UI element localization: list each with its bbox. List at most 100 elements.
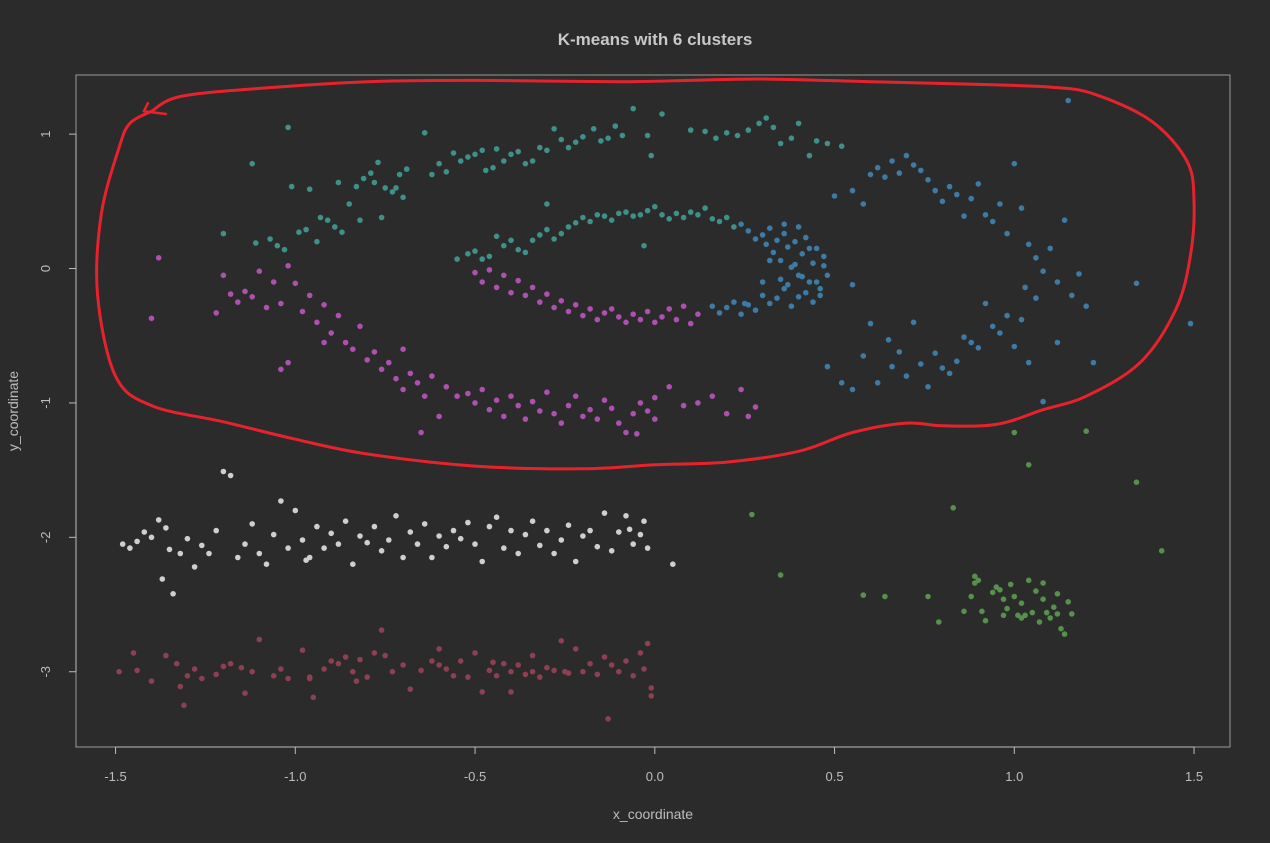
data-point [314, 319, 320, 326]
data-point [1158, 548, 1165, 554]
data-point [925, 177, 931, 183]
data-point [716, 310, 723, 316]
data-point [544, 389, 550, 396]
data-point [357, 323, 363, 330]
data-point [472, 400, 478, 406]
data-point [479, 279, 486, 285]
data-point [213, 671, 219, 678]
data-point [767, 300, 773, 307]
data-point [738, 221, 744, 227]
data-point [306, 292, 313, 299]
data-point [763, 241, 769, 248]
data-point [644, 640, 651, 647]
data-point [375, 159, 381, 166]
data-point [997, 587, 1003, 593]
data-point [590, 126, 597, 132]
data-point [465, 674, 471, 680]
data-point [641, 242, 647, 249]
data-point [601, 310, 608, 316]
data-point [745, 228, 752, 234]
data-point [508, 393, 514, 400]
data-point [465, 251, 471, 257]
data-point [792, 261, 798, 268]
data-point [1029, 609, 1036, 616]
data-point [551, 236, 557, 242]
data-point [457, 158, 464, 164]
data-point [644, 308, 651, 315]
data-point [673, 210, 680, 217]
data-point [939, 198, 946, 205]
data-point [644, 545, 651, 551]
data-point [666, 306, 672, 312]
data-point [623, 658, 629, 664]
data-point [483, 167, 489, 174]
data-point [1133, 280, 1140, 287]
data-point [1007, 581, 1014, 588]
data-point [781, 221, 787, 227]
data-point [709, 393, 716, 400]
data-point [745, 413, 752, 420]
data-point [1187, 320, 1194, 327]
data-point [1018, 205, 1025, 211]
data-point [350, 346, 356, 353]
data-point [630, 311, 636, 318]
data-point [997, 201, 1003, 207]
data-point [501, 545, 507, 551]
data-point [695, 400, 701, 406]
y-axis: -3 -2 -1 0 1 [38, 131, 77, 678]
data-point [860, 201, 867, 207]
data-point [1033, 588, 1039, 594]
data-point [544, 291, 550, 297]
data-point [314, 238, 320, 245]
data-point [1011, 429, 1018, 436]
data-point [299, 537, 306, 543]
data-point [806, 245, 813, 252]
data-point [813, 245, 820, 252]
data-point [918, 361, 924, 367]
data-point [400, 386, 406, 393]
data-point [472, 248, 478, 254]
data-point [335, 541, 342, 547]
data-point [479, 256, 486, 262]
data-point [324, 217, 331, 223]
data-point [400, 346, 406, 353]
data-point [608, 662, 615, 668]
data-point [303, 557, 309, 563]
data-point [1061, 217, 1068, 223]
cluster-6 [749, 428, 1165, 637]
data-point [982, 617, 989, 624]
data-point [932, 350, 938, 357]
data-point [537, 144, 543, 151]
data-point [1004, 230, 1010, 237]
data-point [1040, 398, 1046, 405]
data-point [626, 526, 633, 533]
data-point [493, 673, 500, 679]
x-tick-label: -1.0 [284, 769, 306, 784]
data-point [1018, 615, 1025, 621]
data-point [371, 523, 378, 530]
data-point [529, 652, 536, 659]
data-point [522, 671, 529, 678]
data-point [587, 218, 593, 225]
data-point [235, 299, 241, 305]
data-point [838, 380, 845, 386]
data-point [220, 272, 227, 279]
data-point [1025, 577, 1032, 584]
data-point [335, 312, 342, 319]
data-point [551, 667, 557, 674]
data-point [954, 191, 960, 198]
data-point [443, 543, 450, 550]
data-point [695, 212, 701, 218]
data-point [184, 673, 191, 679]
data-point [418, 429, 424, 436]
data-point [946, 370, 953, 377]
data-point [989, 323, 996, 330]
data-point [838, 143, 845, 149]
data-point [364, 357, 371, 363]
data-point [652, 416, 658, 422]
data-point [777, 140, 784, 147]
data-point [889, 363, 895, 370]
data-point [616, 668, 622, 675]
data-point [454, 256, 460, 262]
